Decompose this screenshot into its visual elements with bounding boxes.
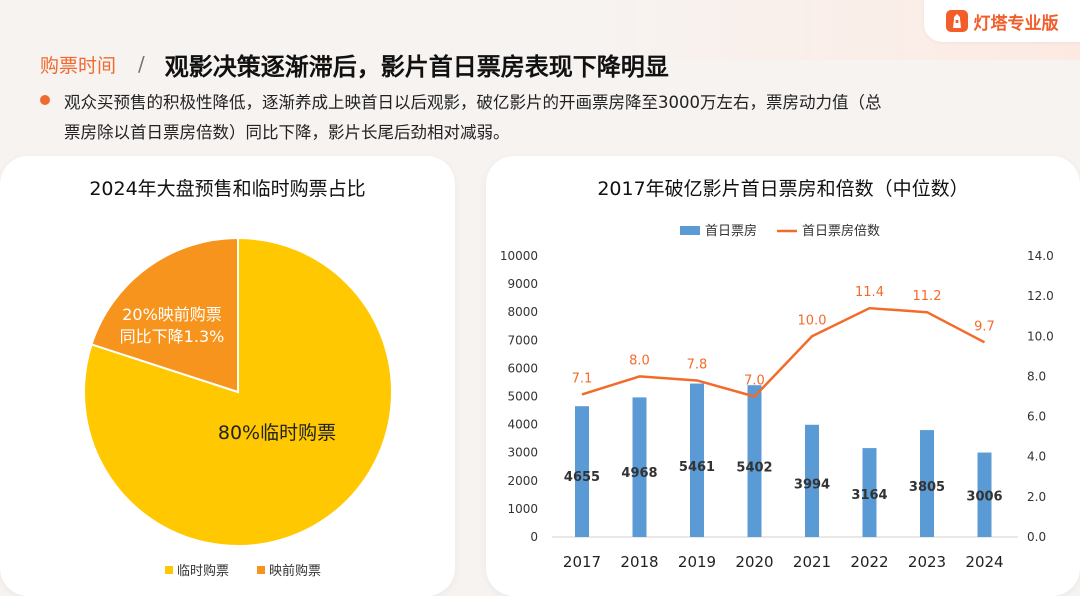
bullet-dot-icon — [40, 95, 50, 105]
pie-chart-title: 2024年大盘预售和临时购票占比 — [89, 178, 366, 200]
combo-chart-title: 2017年破亿影片首日票房和倍数（中位数） — [597, 178, 969, 200]
y-left-tick-6: 6000 — [507, 361, 538, 375]
x-tick-2021: 2021 — [793, 553, 831, 571]
pie-slice-1 — [90, 236, 239, 394]
bar-2024 — [977, 452, 992, 537]
y-left-tick-5: 5000 — [507, 390, 538, 404]
line-label-2023: 11.2 — [913, 289, 942, 304]
line-label-2017: 7.1 — [572, 371, 593, 386]
y-right-tick-4: 8.0 — [1027, 369, 1046, 383]
combo-chart-panel: 2017年破亿影片首日票房和倍数（中位数） 首日票房 首日票房倍数 0 1000 200… — [486, 156, 1080, 596]
x-tick-2020: 2020 — [735, 553, 773, 571]
summary-line-1: 观众买预售的积极性降低，逐渐养成上映首日以后观影，破亿影片的开画票房降至3000… — [64, 93, 882, 112]
brand-badge[interactable]: 灯塔专业版 — [924, 0, 1080, 42]
lighthouse-icon — [945, 10, 968, 32]
y-left-tick-7: 7000 — [507, 333, 538, 347]
combo-chart: 首日票房 首日票房倍数 0 1000 2000 3000 4000 5000 6000 7000 8… — [500, 223, 1054, 571]
bar-2018 — [632, 397, 647, 537]
pie-label-slice-1-line-1: 20%映前购票 — [122, 305, 222, 324]
pie-legend-swatch-1 — [257, 566, 265, 574]
y-left-tick-10: 10000 — [500, 249, 538, 263]
y-left-tick-8: 8000 — [507, 305, 538, 319]
line-label-2024: 9.7 — [974, 319, 995, 334]
top-gradient — [0, 0, 1080, 60]
y-right-tick-7: 14.0 — [1027, 249, 1054, 263]
x-tick-2019: 2019 — [678, 553, 716, 571]
y-right-tick-6: 12.0 — [1027, 289, 1054, 303]
y-left-tick-0: 0 — [530, 530, 538, 544]
y-left-tick-4: 4000 — [507, 418, 538, 432]
x-tick-2022: 2022 — [850, 553, 888, 571]
y-left-tick-1: 1000 — [507, 502, 538, 516]
y-right-tick-5: 10.0 — [1027, 329, 1054, 343]
bar-2019 — [690, 383, 704, 537]
bar-label-2020: 5402 — [736, 461, 772, 476]
y-right-tick-3: 6.0 — [1027, 410, 1046, 424]
bar-label-2021: 3994 — [794, 478, 830, 493]
pie-legend-label-0: 临时购票 — [177, 563, 229, 579]
y-right-tick-0: 0.0 — [1027, 530, 1046, 544]
bar-label-2024: 3006 — [966, 490, 1002, 505]
summary-bullet: 观众买预售的积极性降低，逐渐养成上映首日以后观影，破亿影片的开画票房降至3000… — [40, 88, 1040, 148]
bar-2020 — [747, 385, 762, 537]
line-label-2019: 7.8 — [687, 357, 708, 372]
page-header: 购票时间 / 观影决策逐渐滞后，影片首日票房表现下降明显 — [40, 44, 669, 84]
x-tick-2024: 2024 — [965, 553, 1003, 571]
x-tick-2018: 2018 — [620, 553, 658, 571]
bar-label-2017: 4655 — [564, 470, 600, 485]
y-left-tick-3: 3000 — [507, 446, 538, 460]
multiplier-line — [581, 306, 986, 398]
bar-label-2018: 4968 — [621, 466, 657, 481]
combo-legend-line-label: 首日票房倍数 — [802, 223, 880, 239]
bar-2022 — [862, 448, 877, 537]
line-label-2018: 8.0 — [629, 353, 650, 368]
bar-label-2022: 3164 — [851, 488, 887, 503]
pie-legend-label-1: 映前购票 — [269, 563, 321, 579]
bar-2023 — [920, 430, 934, 537]
y-left-tick-2: 2000 — [507, 474, 538, 488]
bar-label-2019: 5461 — [679, 460, 715, 475]
y-right-tick-2: 4.0 — [1027, 450, 1046, 464]
header-separator: / — [138, 52, 145, 76]
brand-label: 灯塔专业版 — [973, 13, 1059, 34]
summary-text: 观众买预售的积极性降低，逐渐养成上映首日以后观影，破亿影片的开画票房降至3000… — [64, 88, 1040, 148]
bar-label-2023: 3805 — [909, 480, 945, 495]
bar-2021 — [805, 424, 819, 537]
pie-legend-swatch-0 — [165, 566, 173, 574]
y-right-tick-1: 2.0 — [1027, 490, 1046, 504]
x-tick-2017: 2017 — [563, 553, 601, 571]
line-label-2021: 10.0 — [798, 313, 827, 328]
x-tick-2023: 2023 — [908, 553, 946, 571]
line-label-2022: 11.4 — [855, 285, 884, 300]
combo-legend-bar-swatch — [680, 226, 700, 235]
pie-label-slice-1-line-2: 同比下降1.3% — [120, 327, 225, 346]
summary-line-2: 票房除以首日票房倍数）同比下降，影片长尾后劲相对减弱。 — [64, 123, 510, 142]
line-label-2020: 7.0 — [744, 374, 765, 389]
pie-label-slice-0: 80%临时购票 — [218, 422, 336, 444]
bar-2017 — [575, 406, 589, 537]
combo-legend-bar-label: 首日票房 — [705, 223, 757, 239]
pie-chart-panel: 2024年大盘预售和临时购票占比 80%临时购票 20%映前购票 同比下降1.3% 临… — [0, 156, 455, 596]
y-left-tick-9: 9000 — [507, 277, 538, 291]
section-tag: 购票时间 — [40, 54, 117, 77]
page-title: 观影决策逐渐滞后，影片首日票房表现下降明显 — [164, 52, 669, 81]
